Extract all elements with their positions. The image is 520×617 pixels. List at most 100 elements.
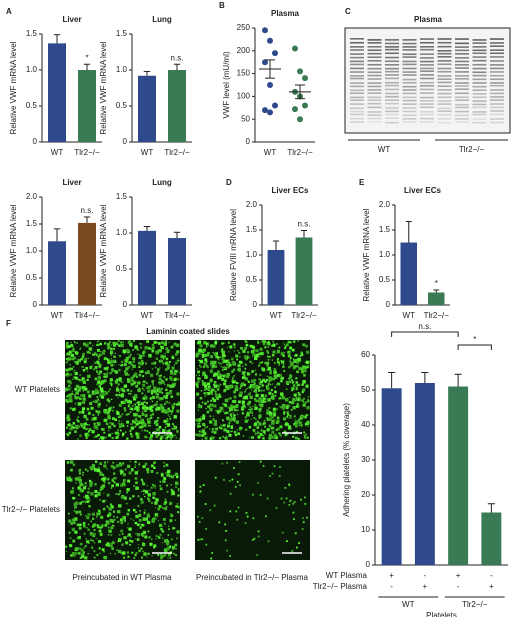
platelet — [99, 393, 103, 398]
gel-band — [402, 63, 417, 66]
platelet — [92, 517, 95, 520]
platelet — [150, 434, 154, 438]
platelet — [168, 361, 171, 363]
gel-band — [455, 121, 469, 123]
gel-band — [402, 78, 417, 81]
platelet — [124, 468, 127, 471]
platelet — [286, 411, 289, 414]
platelet — [254, 431, 256, 433]
platelet — [126, 420, 130, 424]
platelet — [165, 341, 167, 343]
platelet — [210, 399, 213, 402]
platelet — [69, 544, 73, 548]
platelet — [151, 483, 154, 486]
platelet — [164, 507, 168, 511]
platelet — [172, 527, 175, 530]
table-mark: - — [490, 571, 493, 580]
platelet — [142, 396, 146, 400]
gel-band — [385, 88, 399, 91]
platelet — [244, 367, 247, 370]
platelet — [82, 390, 84, 392]
platelet — [90, 492, 94, 496]
platelet — [284, 345, 287, 348]
platelet — [149, 373, 154, 377]
platelet — [103, 367, 107, 370]
gel-band — [385, 95, 399, 98]
platelet — [121, 363, 124, 367]
x-tick-label: WT — [264, 148, 277, 157]
platelet — [276, 373, 280, 377]
platelet — [259, 494, 262, 496]
platelet — [222, 350, 226, 353]
platelet — [171, 409, 174, 412]
platelet — [259, 356, 261, 358]
gel-band — [367, 85, 382, 88]
platelet — [97, 380, 101, 384]
platelet — [89, 402, 93, 406]
platelet — [201, 538, 204, 541]
platelet — [103, 409, 108, 414]
platelet — [86, 378, 89, 382]
platelet — [222, 342, 225, 344]
platelet — [260, 400, 262, 402]
platelet — [291, 380, 295, 384]
gel-band — [437, 107, 452, 110]
platelet — [200, 416, 202, 418]
platelet — [267, 540, 270, 543]
platelet — [240, 427, 243, 429]
x-tick-label: Tlr2−/− — [287, 148, 313, 157]
platelet — [98, 547, 101, 550]
gel-band — [437, 118, 452, 120]
platelet — [173, 382, 177, 386]
platelet — [95, 410, 98, 413]
gel-band — [350, 49, 364, 51]
platelet — [169, 501, 173, 505]
platelet — [127, 523, 129, 525]
platelet — [118, 364, 120, 366]
platelet — [298, 398, 302, 402]
platelet — [126, 551, 130, 554]
gel-band — [420, 117, 434, 120]
gel-band — [437, 67, 452, 70]
platelet — [87, 553, 89, 555]
gel-band — [490, 103, 504, 105]
platelet — [261, 368, 265, 372]
platelet — [87, 513, 90, 516]
x-tick-label: WT — [51, 311, 64, 320]
platelet — [99, 387, 104, 391]
platelet — [79, 347, 82, 349]
gel-band — [490, 52, 504, 55]
platelet — [107, 345, 111, 349]
y-axis-label: Relative VWF mRNA level — [99, 204, 108, 297]
y-tick-label: 1.0 — [116, 228, 128, 237]
platelet — [246, 387, 248, 389]
platelet — [123, 407, 126, 410]
platelet — [119, 380, 122, 383]
platelet — [202, 484, 205, 486]
platelet — [160, 355, 164, 359]
platelet — [302, 516, 304, 519]
platelet — [206, 388, 208, 390]
platelet — [205, 407, 207, 410]
platelet — [120, 483, 124, 487]
platelet — [144, 414, 148, 418]
platelet — [160, 346, 164, 350]
platelet — [110, 406, 113, 409]
platelet — [177, 490, 180, 492]
platelet — [272, 342, 275, 344]
platelet — [86, 390, 90, 394]
platelet — [274, 386, 276, 389]
platelet — [144, 495, 146, 498]
platelet — [264, 400, 267, 403]
platelet — [266, 428, 270, 432]
platelet — [307, 425, 309, 427]
platelet — [71, 487, 74, 490]
platelet — [221, 462, 224, 465]
platelet — [146, 471, 150, 474]
platelet — [66, 424, 69, 426]
gel-band — [367, 49, 382, 52]
platelet — [122, 482, 126, 486]
platelet — [291, 401, 295, 405]
platelet — [291, 386, 295, 391]
gel-band — [402, 60, 417, 63]
